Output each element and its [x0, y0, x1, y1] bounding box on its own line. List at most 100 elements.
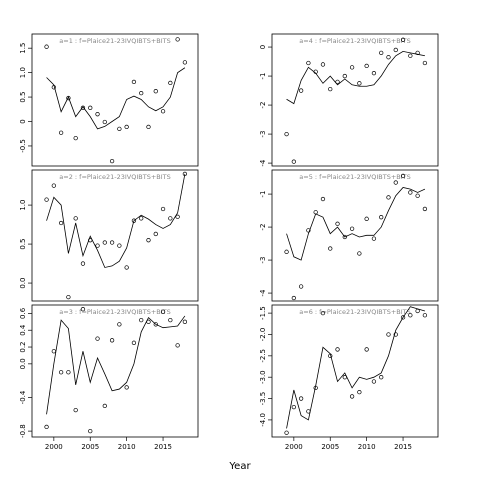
panel-frame [271, 33, 439, 167]
data-point [88, 105, 93, 110]
fitted-line [286, 187, 426, 261]
data-point [95, 336, 100, 341]
data-point [313, 69, 318, 74]
data-point [44, 424, 49, 430]
data-point [349, 394, 355, 399]
y-tick-label: 0 [19, 119, 27, 123]
data-point [175, 214, 180, 219]
y-tick-label: -0.5 [19, 139, 27, 153]
data-point [371, 379, 377, 384]
data-point [306, 409, 311, 414]
y-tick-label: -1.5 [259, 306, 267, 320]
data-point [298, 396, 304, 401]
data-point [102, 119, 107, 125]
y-tick-label: -0.8 [19, 424, 27, 438]
y-tick-label: -1 [259, 191, 267, 198]
y-tick-label: 0.2 [19, 341, 27, 352]
data-point [131, 218, 137, 223]
data-point [393, 47, 398, 53]
data-point [335, 347, 340, 352]
data-point [320, 196, 326, 202]
data-point [400, 37, 406, 42]
data-point [415, 308, 420, 314]
data-point [408, 53, 413, 58]
data-point [320, 62, 326, 67]
data-point [342, 375, 347, 380]
fitted-line [286, 306, 426, 429]
data-point [153, 89, 158, 94]
data-point [328, 353, 333, 358]
data-point [102, 403, 107, 409]
data-point [117, 243, 122, 248]
data-point [73, 135, 78, 141]
y-tick-label: 0.4 [19, 324, 27, 336]
data-point [335, 221, 340, 226]
y-tick-label: -4.0 [259, 413, 267, 427]
x-axis-label: Year [228, 461, 251, 472]
y-tick-label: -2.0 [259, 328, 267, 342]
x-tick-label: 2015 [394, 443, 412, 451]
y-tick-label: 0.5 [19, 91, 27, 102]
panel-frame [31, 169, 199, 302]
data-point [415, 193, 420, 198]
data-point [313, 210, 318, 215]
y-tick-label: -3.0 [259, 370, 267, 384]
data-point [168, 80, 173, 86]
data-point [386, 332, 391, 337]
data-point [160, 109, 166, 114]
data-point [393, 332, 398, 337]
data-point [291, 159, 296, 164]
x-tick-label: 2005 [321, 443, 339, 451]
data-point [51, 85, 56, 90]
data-point [168, 317, 173, 323]
data-point [124, 124, 129, 130]
data-point [335, 79, 340, 85]
data-point [182, 60, 188, 65]
data-point [58, 130, 64, 135]
data-point [146, 319, 151, 324]
data-point [66, 370, 71, 375]
data-point [88, 428, 93, 434]
x-tick-label: 2000 [45, 443, 63, 451]
data-point [66, 294, 71, 300]
data-point [146, 124, 151, 130]
x-tick-label: 2000 [285, 443, 303, 451]
data-point [320, 310, 326, 316]
fitted-line [46, 67, 186, 130]
data-point [306, 228, 311, 233]
y-tick-label: -2 [259, 102, 267, 109]
data-point [66, 95, 71, 101]
data-point [379, 50, 384, 56]
data-point [44, 44, 49, 49]
data-point [298, 284, 304, 289]
data-point [422, 313, 428, 318]
data-point [328, 86, 333, 92]
data-point [357, 389, 362, 395]
data-point [298, 88, 304, 93]
data-point [408, 313, 413, 318]
y-tick-label: -4 [259, 289, 267, 297]
y-tick-label: 1.5 [19, 43, 27, 54]
data-point [393, 180, 398, 185]
data-point [44, 197, 49, 202]
data-point [153, 322, 158, 327]
data-point [109, 338, 115, 343]
data-point [160, 309, 166, 314]
data-point [175, 37, 180, 42]
data-point [328, 246, 333, 251]
panel-frame [31, 33, 199, 167]
y-tick-label: 0.0 [19, 358, 27, 369]
y-tick-label: 0.5 [19, 239, 27, 250]
data-point [291, 295, 296, 301]
data-point [342, 234, 347, 240]
data-point [117, 126, 122, 131]
data-point [291, 404, 296, 410]
fitted-line [286, 50, 425, 105]
y-tick-label: -3 [259, 257, 267, 264]
data-point [124, 265, 129, 270]
data-point [422, 60, 428, 66]
data-point [80, 261, 86, 266]
data-point [342, 73, 347, 79]
data-point [95, 112, 100, 117]
